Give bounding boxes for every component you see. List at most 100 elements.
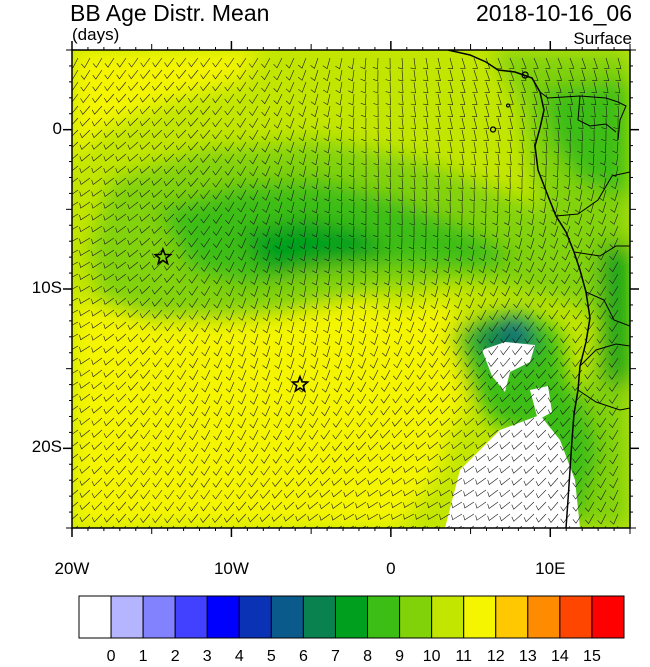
wind-barb	[599, 177, 607, 190]
wind-barb	[213, 405, 223, 417]
wind-barb	[72, 465, 79, 472]
wind-barb	[247, 513, 259, 523]
wind-barb	[427, 453, 439, 462]
wind-barb	[115, 321, 127, 330]
wind-barb	[236, 69, 247, 80]
colorbar-label: 1	[138, 648, 148, 665]
wind-barb	[250, 285, 259, 297]
wind-barb	[212, 153, 223, 164]
wind-barb	[322, 69, 331, 82]
wind-barb	[274, 309, 283, 322]
wind-barb	[496, 57, 503, 69]
wind-barb	[310, 333, 319, 346]
wind-barb	[103, 489, 115, 499]
wind-barb	[151, 237, 163, 247]
wind-barb	[456, 225, 463, 238]
wind-barb	[418, 309, 427, 321]
wind-barb	[589, 129, 595, 142]
wind-barb	[262, 357, 271, 369]
wind-barb	[309, 393, 319, 405]
wind-barb	[360, 93, 367, 106]
wind-barb	[465, 297, 475, 309]
wind-barb	[379, 429, 391, 439]
wind-barb	[311, 225, 319, 238]
wind-barb	[152, 417, 163, 428]
wind-barb	[360, 117, 367, 130]
wind-barb	[238, 369, 247, 381]
wind-barb	[380, 393, 391, 404]
wind-barb	[588, 153, 595, 166]
wind-barb	[504, 189, 511, 202]
wind-barb	[487, 381, 499, 391]
wind-barb	[297, 405, 307, 417]
colorbar-swatch	[302, 595, 336, 639]
wind-barb	[152, 477, 163, 488]
wind-barb	[308, 429, 319, 440]
wind-barb	[511, 369, 523, 379]
wind-barb	[405, 345, 415, 357]
wind-barb	[103, 369, 115, 378]
wind-barb	[361, 153, 367, 166]
wind-barb	[503, 237, 511, 250]
wind-barb	[79, 177, 91, 185]
wind-barb	[403, 453, 415, 462]
wind-barb	[200, 237, 211, 248]
wind-barb	[603, 69, 610, 82]
wind-barb	[523, 441, 535, 451]
wind-barb	[458, 153, 465, 166]
wind-barb	[439, 393, 451, 403]
wind-barb	[250, 297, 259, 309]
wind-barb	[310, 369, 319, 381]
wind-barb	[348, 201, 355, 214]
wind-barb	[187, 141, 199, 151]
wind-barb	[416, 393, 427, 404]
wind-barb	[384, 237, 391, 250]
wind-barb	[212, 453, 223, 465]
wind-barb	[91, 141, 103, 150]
wind-barb	[225, 321, 235, 333]
wind-barb	[103, 357, 115, 366]
wind-barb	[225, 261, 235, 273]
wind-barb	[518, 153, 524, 166]
wind-barb	[287, 285, 295, 298]
wind-barb	[434, 141, 441, 154]
wind-barb	[139, 129, 151, 139]
wind-barb	[511, 477, 523, 486]
wind-barb	[444, 225, 451, 238]
wind-barb	[139, 93, 151, 103]
wind-barb	[201, 405, 211, 417]
wind-barb	[260, 465, 271, 476]
wind-barb	[523, 381, 535, 391]
wind-barb	[585, 261, 595, 273]
wind-barb	[236, 141, 247, 152]
wind-barb	[554, 129, 560, 142]
wind-barb	[512, 345, 523, 356]
wind-barb	[116, 477, 127, 487]
wind-barb	[361, 142, 367, 154]
wind-barb	[261, 93, 271, 105]
colorbar-label: 2	[170, 648, 180, 665]
wind-barb	[307, 489, 319, 499]
wind-barb	[331, 453, 343, 463]
wind-barb	[285, 417, 295, 429]
wind-barb	[272, 453, 283, 464]
wind-barb	[164, 57, 175, 68]
wind-barb	[335, 81, 343, 94]
wind-barb	[189, 417, 199, 429]
wind-barb	[274, 357, 283, 369]
wind-barb	[373, 117, 379, 130]
wind-barb	[212, 105, 223, 116]
wind-barb	[572, 393, 583, 404]
wind-barb	[287, 273, 295, 286]
wind-barb	[447, 141, 453, 154]
wind-barb	[72, 429, 79, 435]
wind-barb	[200, 513, 211, 524]
wind-barb	[439, 477, 451, 485]
wind-barb	[189, 381, 199, 393]
wind-barb	[610, 213, 619, 225]
wind-barb	[324, 249, 331, 262]
wind-barb	[261, 69, 271, 81]
wind-barb	[577, 129, 583, 142]
wind-barb	[513, 273, 523, 285]
wind-barb	[152, 429, 163, 440]
